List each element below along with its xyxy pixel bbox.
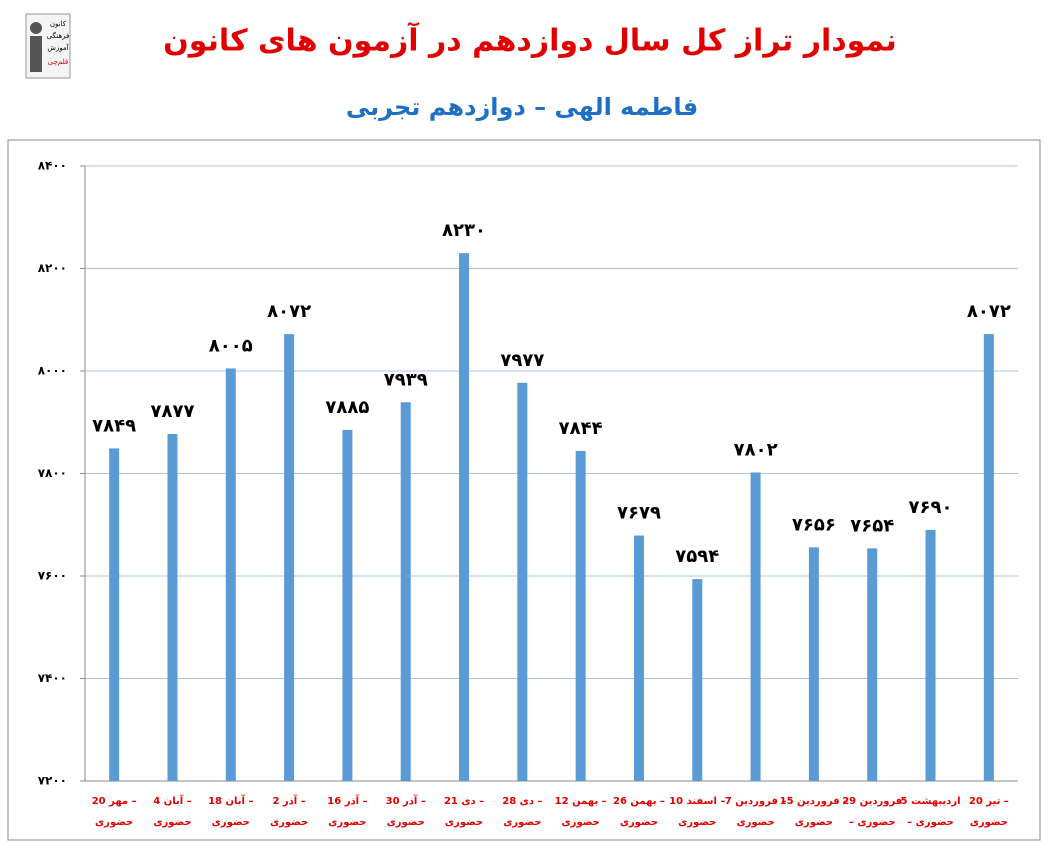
- bar: [750, 472, 761, 781]
- data-label: ۷۵۹۴: [675, 546, 719, 567]
- bar: [575, 450, 586, 781]
- bar: [692, 579, 703, 781]
- logo-text: قلم‌چی: [48, 58, 68, 66]
- y-tick-label: ۷۶۰۰: [38, 569, 67, 583]
- chart-subtitle: فاطمه الهی – دوازدهم تجربی: [346, 93, 698, 121]
- data-label: ۷۶۵۴: [850, 515, 894, 536]
- x-tick-label: حضوری: [328, 817, 366, 828]
- x-tick-label: حضوری: [153, 817, 191, 828]
- y-tick-label: ۷۸۰۰: [38, 466, 67, 480]
- data-label: ۷۹۳۹: [384, 369, 428, 390]
- x-tick-label: 21 دی –: [444, 796, 484, 807]
- bar: [867, 548, 878, 781]
- x-tick-label: حضوری: [212, 817, 250, 828]
- data-label: ۷۸۴۹: [92, 415, 136, 436]
- data-label: ۷۸۰۲: [734, 439, 778, 460]
- logo-text: کانون: [50, 20, 67, 28]
- x-tick-label: 18 آبان –: [208, 794, 253, 807]
- x-tick-label: 15 فروردین –: [780, 796, 849, 807]
- bar: [983, 334, 994, 781]
- bar: [167, 434, 178, 781]
- x-tick-label: حضوری: [970, 817, 1008, 828]
- x-tick-label: حضوری: [270, 817, 308, 828]
- bar: [517, 382, 528, 781]
- x-tick-label: 5 اردیبهشت: [901, 796, 961, 807]
- bar: [342, 429, 353, 781]
- x-tick-label: 26 بهمن –: [613, 796, 665, 807]
- x-tick-label: حضوری: [387, 817, 425, 828]
- logo-body: [30, 36, 42, 72]
- bar: [284, 334, 295, 781]
- logo: کانون فرهنگی آموزش قلم‌چی: [25, 13, 71, 79]
- x-tick-label: – حضوری: [849, 817, 896, 828]
- x-tick-label: حضوری: [503, 817, 541, 828]
- y-tick-label: ۷۴۰۰: [38, 671, 67, 685]
- x-tick-label: حضوری: [795, 817, 833, 828]
- data-label: ۷۸۷۷: [150, 401, 194, 422]
- bar: [225, 368, 236, 781]
- x-tick-label: حضوری: [445, 817, 483, 828]
- y-tick-label: ۷۲۰۰: [38, 774, 67, 788]
- y-tick-label: ۸۲۰۰: [38, 261, 67, 275]
- data-label: ۷۶۵۶: [792, 514, 836, 535]
- x-tick-label: حضوری: [736, 817, 774, 828]
- x-tick-label: 20 تیر –: [969, 796, 1009, 807]
- x-tick-label: 12 بهمن –: [555, 796, 607, 807]
- bar: [459, 253, 470, 781]
- data-label: ۷۶۹۰: [909, 497, 953, 518]
- x-tick-label: حضوری: [620, 817, 658, 828]
- bar: [808, 547, 819, 781]
- chart-frame: [7, 139, 1041, 841]
- x-tick-label: 28 دی –: [502, 796, 542, 807]
- y-tick-label: ۸۴۰۰: [38, 159, 67, 173]
- data-label: ۸۰۷۲: [267, 301, 311, 322]
- y-tick-label: ۸۰۰۰: [38, 364, 67, 378]
- x-tick-label: 10 اسفند –: [669, 796, 725, 807]
- logo-text: آموزش: [47, 43, 69, 52]
- chart-title: نمودار تراز کل سال دوازدهم در آزمون های …: [163, 22, 897, 59]
- x-tick-label: 29 فروردین: [842, 796, 902, 807]
- bar: [925, 529, 936, 781]
- bar: [400, 402, 411, 781]
- data-label: ۷۶۷۹: [617, 503, 661, 524]
- data-label: ۸۲۳۰: [442, 220, 486, 241]
- bar: [109, 448, 120, 781]
- x-tick-label: حضوری: [95, 817, 133, 828]
- x-tick-label: 7 فروردین –: [725, 796, 787, 807]
- x-tick-label: حضوری: [678, 817, 716, 828]
- data-label: ۷۸۸۵: [325, 397, 369, 418]
- data-label: ۷۸۴۴: [559, 418, 603, 439]
- x-tick-label: حضوری: [562, 817, 600, 828]
- bar: [633, 535, 644, 781]
- x-tick-label: 4 آبان –: [153, 794, 191, 807]
- x-tick-label: 2 آذر –: [272, 794, 305, 807]
- x-tick-label: 20 مهر –: [92, 796, 137, 807]
- x-tick-label: 30 آذر –: [386, 794, 426, 807]
- data-label: ۷۹۷۷: [500, 350, 544, 371]
- data-label: ۸۰۷۲: [967, 301, 1011, 322]
- x-tick-label: – حضوری: [907, 817, 954, 828]
- logo-head: [30, 22, 42, 34]
- x-tick-label: 16 آذر –: [327, 794, 367, 807]
- data-label: ۸۰۰۵: [209, 335, 253, 356]
- logo-text: فرهنگی: [47, 31, 70, 40]
